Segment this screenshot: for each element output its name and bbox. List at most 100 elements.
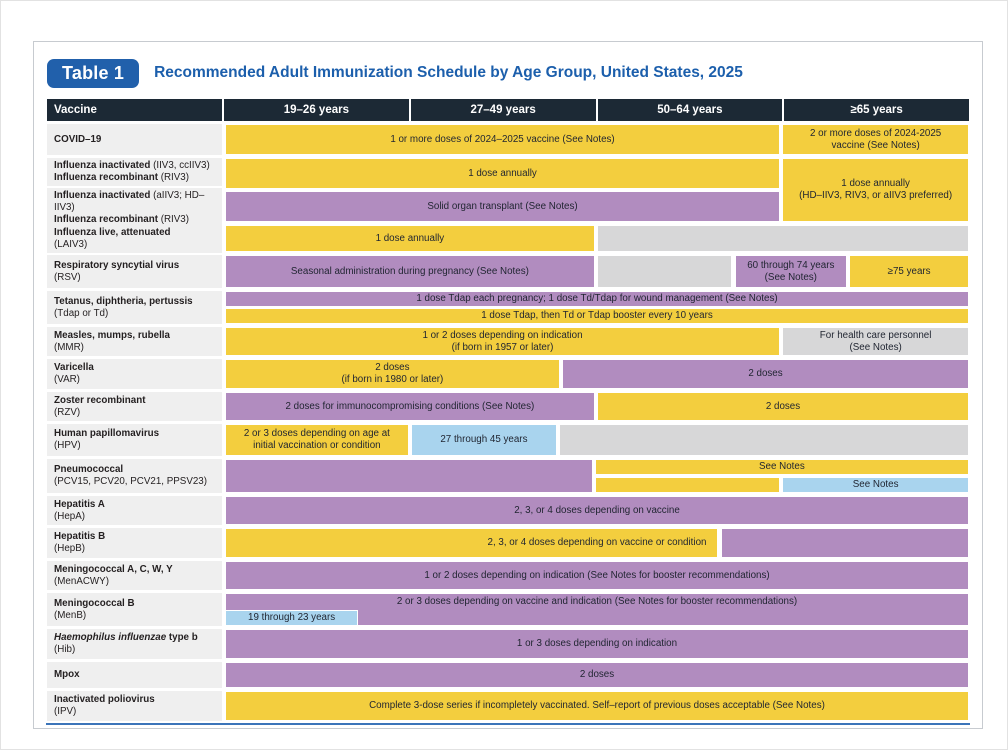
schedule-bar: 1 or 2 doses depending on indication (if… (225, 327, 969, 356)
schedule-cell (559, 424, 969, 456)
schedule-cell: 2 doses (562, 359, 969, 389)
schedule-bar: 2 doses (225, 662, 969, 688)
table-row: Mpox 2 doses (47, 662, 969, 688)
vaccine-label: Mpox (47, 662, 222, 688)
vaccine-label: Influenza inactivated (IIV3, ccIIV3) Infl… (47, 158, 222, 186)
vaccine-label-cell: Respiratory syncytial virus (RSV) (47, 255, 222, 288)
schedule-cell: 1 or more doses of 2024–2025 vaccine (Se… (225, 124, 781, 155)
table-row: Human papillomavirus (HPV) 2 or 3 doses de… (47, 424, 969, 456)
schedule-cell (597, 225, 969, 252)
vaccine-label-cell: Tetanus, diphtheria, pertussis (Tdap or T… (47, 291, 222, 324)
vaccine-label: Hepatitis A (HepA) (47, 496, 222, 525)
table-row: Respiratory syncytial virus (RSV) Seasonal… (47, 255, 969, 288)
immunization-table: Vaccine 19–26 years 27–49 years 50–64 years… (47, 99, 969, 721)
vaccine-label-cell: Influenza inactivated (IIV3, ccIIV3) Infl… (47, 158, 222, 228)
vaccine-label: Respiratory syncytial virus (RSV) (47, 255, 222, 288)
column-header-age-3: 50–64 years (597, 99, 783, 121)
schedule-cell: 1 dose annually (HD–IIV3, RIV3, or aIIV3… (782, 158, 969, 222)
vaccine-label-cell: Pneumococcal (PCV15, PCV20, PCV21, PPSV23… (47, 459, 222, 493)
vaccine-label-cell: Hepatitis B (HepB) (47, 528, 222, 558)
bottom-rule (46, 723, 970, 725)
schedule-cell: Complete 3-dose series if incompletely v… (225, 691, 969, 721)
column-header-age-4: ≥65 years (784, 99, 969, 121)
vaccine-label: Haemophilus influenzae type b (Hib) (47, 629, 222, 659)
schedule-cell: 60 through 74 years (See Notes) (734, 255, 847, 288)
schedule-cell: ≥75 years (849, 255, 969, 288)
table-row: Measles, mumps, rubella (MMR) 1 or 2 doses… (47, 327, 969, 356)
schedule-cell (594, 477, 781, 493)
vaccine-label-cell: Influenza live, attenuated (LAIV3) (47, 225, 222, 253)
table-row: Zoster recombinant (RZV) 2 doses for immun… (47, 392, 969, 421)
table-row: Meningococcal B (MenB) 2 or 3 doses depend… (47, 593, 969, 626)
schedule-cell: See Notes (594, 459, 969, 475)
schedule-card: Table 1 Recommended Adult Immunization S… (33, 41, 983, 729)
schedule-cell (225, 459, 593, 493)
title-row: Table 1 Recommended Adult Immunization S… (47, 57, 969, 89)
schedule-cell: 1 or 2 doses depending on indication (if… (225, 327, 781, 356)
vaccine-label-cell: Mpox (47, 662, 222, 688)
schedule-bar: 2 doses for immunocompromising condition… (225, 392, 969, 421)
schedule-bar: 2, 3, or 4 doses depending on vaccine (225, 496, 969, 525)
vaccine-label: COVID–19 (47, 124, 222, 155)
table-row: Meningococcal A, C, W, Y (MenACWY) 1 or 2 … (47, 561, 969, 590)
schedule-cell: See Notes (782, 477, 969, 493)
schedule-cell: 19 through 23 years (225, 609, 359, 626)
vaccine-label-cell: Haemophilus influenzae type b (Hib) (47, 629, 222, 659)
table-row: COVID–19 1 or more doses of 2024–2025 vac… (47, 124, 969, 155)
vaccine-label: Inactivated poliovirus (IPV) (47, 691, 222, 721)
vaccine-label: Meningococcal B (MenB) (47, 593, 222, 626)
vaccine-label: Meningococcal A, C, W, Y (MenACWY) (47, 561, 222, 590)
schedule-bar: 2 or 3 doses depending on age at initial… (225, 424, 969, 456)
schedule-cell: 1 dose annually (225, 225, 595, 252)
table-row: Inactivated poliovirus (IPV) Complete 3-do… (47, 691, 969, 721)
table-row: Influenza live, attenuated (LAIV3) 1 dose … (47, 225, 969, 253)
schedule-cell: 1 dose annually (225, 158, 781, 190)
schedule-cell: 2 or 3 doses depending on vaccine and in… (396, 596, 798, 608)
schedule-cell: 1 dose Tdap, then Td or Tdap booster eve… (225, 308, 969, 324)
table-row: Varicella (VAR) 2 doses (if born in 1980 o… (47, 359, 969, 389)
column-header-age-2: 27–49 years (410, 99, 596, 121)
schedule-bar: 2 doses (if born in 1980 or later) 2 dose… (225, 359, 969, 389)
table-row: Hepatitis B (HepB) 2, 3, or 4 doses depend… (47, 528, 969, 558)
vaccine-label: Tetanus, diphtheria, pertussis (Tdap or T… (47, 291, 222, 324)
table-row: Pneumococcal (PCV15, PCV20, PCV21, PPSV23… (47, 459, 969, 493)
schedule-bar: 1 or 3 doses depending on indication (225, 629, 969, 659)
vaccine-label: Influenza live, attenuated (LAIV3) (47, 225, 222, 253)
vaccine-label-cell: Zoster recombinant (RZV) (47, 392, 222, 421)
vaccine-label: Measles, mumps, rubella (MMR) (47, 327, 222, 356)
schedule-bar: Seasonal administration during pregnancy… (225, 255, 969, 288)
schedule-cell: 2 doses (if born in 1980 or later) (225, 359, 560, 389)
vaccine-label-cell: Measles, mumps, rubella (MMR) (47, 327, 222, 356)
schedule-bar: Complete 3-dose series if incompletely v… (225, 691, 969, 721)
table-row: Influenza inactivated (IIV3, ccIIV3) Infl… (47, 158, 969, 228)
vaccine-label-cell: COVID–19 (47, 124, 222, 155)
column-header-vaccine: Vaccine (47, 99, 222, 121)
schedule-cell: Solid organ transplant (See Notes) (225, 190, 781, 222)
schedule-bar: 2, 3, or 4 doses depending on vaccine or… (225, 528, 969, 558)
table-number-badge: Table 1 (47, 58, 140, 88)
schedule-cell: 1 or 2 doses depending on indication (Se… (225, 561, 969, 590)
schedule-bar: 1 or 2 doses depending on indication (Se… (225, 561, 969, 590)
vaccine-label-cell: Inactivated poliovirus (IPV) (47, 691, 222, 721)
schedule-cell: For health care personnel (See Notes) (782, 327, 969, 356)
schedule-bar: See Notes See Notes (225, 459, 969, 493)
schedule-cell: 2 doses for immunocompromising condition… (225, 392, 595, 421)
vaccine-label-cell: Human papillomavirus (HPV) (47, 424, 222, 456)
schedule-cell (597, 255, 733, 288)
schedule-cell: 1 dose Tdap each pregnancy; 1 dose Td/Td… (225, 291, 969, 307)
schedule-cell: 1 or 3 doses depending on indication (225, 629, 969, 659)
schedule-cell (720, 528, 969, 558)
table-header: Vaccine 19–26 years 27–49 years 50–64 years… (47, 99, 969, 121)
vaccine-label-cell: Hepatitis A (HepA) (47, 496, 222, 525)
vaccine-label: Varicella (VAR) (47, 359, 222, 389)
page-title: Recommended Adult Immunization Schedule … (154, 64, 743, 81)
schedule-cell: 2, 3, or 4 doses depending on vaccine (225, 496, 969, 525)
schedule-bar: 2 or 3 doses depending on vaccine and in… (225, 593, 969, 626)
table-row: Haemophilus influenzae type b (Hib) 1 or 3… (47, 629, 969, 659)
schedule-cell: 2, 3, or 4 doses depending on vaccine or… (487, 537, 707, 549)
schedule-bar: 1 dose Tdap each pregnancy; 1 dose Td/Td… (225, 291, 969, 324)
schedule-cell: Seasonal administration during pregnancy… (225, 255, 595, 288)
vaccine-label-cell: Meningococcal B (MenB) (47, 593, 222, 626)
schedule-cell: 2 or 3 doses depending on age at initial… (225, 424, 409, 456)
schedule-cell: 2 or more doses of 2024-2025 vaccine (Se… (782, 124, 969, 155)
